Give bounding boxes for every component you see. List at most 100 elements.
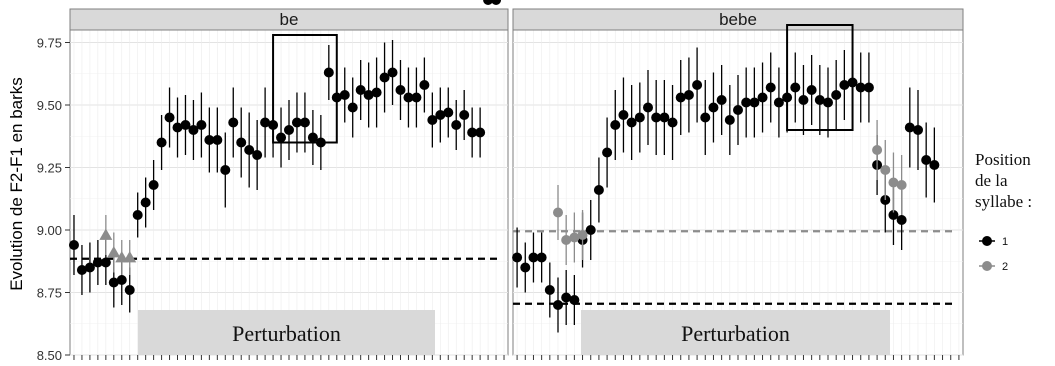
legend: Position de la syllabe : 1 2 <box>975 150 1032 273</box>
perturbation-band <box>581 310 890 355</box>
data-point <box>99 228 113 240</box>
data-point <box>692 80 703 90</box>
data-point <box>790 82 801 93</box>
data-point <box>561 292 572 303</box>
y-tick-label: 9.00 <box>37 223 62 238</box>
data-point <box>307 132 318 143</box>
data-point <box>315 137 326 148</box>
data-point <box>299 117 310 128</box>
data-point <box>569 295 580 305</box>
data-point <box>921 155 932 165</box>
y-tick-label: 8.75 <box>37 286 62 301</box>
data-point <box>443 107 454 118</box>
panels: be Perturbation bebe Perturbation <box>68 0 964 360</box>
data-point <box>765 82 776 93</box>
data-point <box>164 112 175 123</box>
data-point <box>276 132 287 143</box>
data-point <box>196 120 207 130</box>
data-point <box>371 87 382 98</box>
data-point <box>204 135 215 145</box>
legend-title-line-2: de la <box>975 171 1008 190</box>
data-point <box>124 285 135 295</box>
data-point <box>228 117 239 128</box>
data-point <box>733 105 743 115</box>
data-point <box>491 0 502 5</box>
data-point <box>831 90 842 100</box>
perturbation-label: Perturbation <box>232 321 341 346</box>
data-point <box>512 252 523 263</box>
data-point <box>593 185 604 195</box>
data-point <box>284 125 294 135</box>
data-point <box>602 147 613 158</box>
data-point <box>700 112 711 123</box>
data-point <box>100 257 111 268</box>
data-point <box>814 95 825 105</box>
legend-key-point <box>982 261 992 271</box>
data-point <box>403 92 414 103</box>
data-point <box>863 82 874 93</box>
panel-be: be Perturbation <box>68 0 509 360</box>
data-point <box>741 97 752 108</box>
data-point <box>148 180 159 190</box>
data-point <box>140 197 151 208</box>
data-point <box>610 120 621 130</box>
perturbation-label: Perturbation <box>681 321 790 346</box>
data-point <box>553 207 563 218</box>
data-point <box>347 102 358 113</box>
data-point <box>896 180 907 190</box>
legend-key-point <box>982 236 992 246</box>
y-tick-label: 9.75 <box>37 36 62 51</box>
data-point <box>708 102 719 113</box>
data-point <box>180 120 191 130</box>
data-point <box>156 137 167 148</box>
data-point <box>823 97 833 108</box>
data-point <box>544 285 555 295</box>
data-point <box>76 265 87 275</box>
data-point <box>806 85 817 95</box>
series-1 <box>68 0 502 313</box>
data-point <box>467 127 478 138</box>
data-point <box>363 90 374 100</box>
data-point <box>626 117 637 128</box>
data-point <box>839 80 850 90</box>
data-point <box>716 95 727 105</box>
data-point <box>236 137 247 148</box>
data-point <box>268 120 279 130</box>
data-point <box>643 102 653 113</box>
data-point <box>520 262 531 273</box>
data-point <box>683 90 694 100</box>
data-point <box>667 117 678 128</box>
data-point <box>387 67 398 78</box>
data-point <box>355 85 366 95</box>
data-point <box>483 0 494 5</box>
data-point <box>459 110 470 120</box>
strip-title: bebe <box>719 10 757 29</box>
data-point <box>427 115 438 125</box>
data-point <box>888 177 899 188</box>
data-point <box>451 120 462 130</box>
data-point <box>872 145 883 155</box>
data-point <box>880 165 891 175</box>
panel-bebe: bebe Perturbation <box>512 8 964 360</box>
data-point <box>618 110 629 120</box>
series-2 <box>553 120 907 265</box>
y-tick-label: 8.50 <box>37 348 62 363</box>
data-point <box>379 72 390 83</box>
y-tick-label: 9.25 <box>37 161 62 176</box>
data-point <box>757 92 768 103</box>
data-point <box>675 92 686 103</box>
data-point <box>913 125 923 135</box>
data-point <box>291 117 302 128</box>
strip-background <box>69 8 509 31</box>
data-point <box>475 127 486 138</box>
data-point <box>84 262 95 273</box>
legend-title-line-3: syllabe : <box>975 192 1032 211</box>
data-point <box>252 150 263 160</box>
legend-title-line-1: Position <box>975 150 1031 169</box>
data-point <box>724 115 735 125</box>
data-point <box>107 246 121 258</box>
y-axis-label: Evolution de F2-F1 en barks <box>7 77 26 291</box>
data-point <box>929 160 940 170</box>
data-point <box>773 97 784 108</box>
